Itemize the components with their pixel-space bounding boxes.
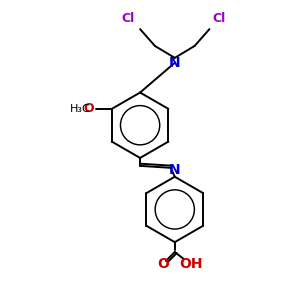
Text: O: O [83,102,94,116]
Text: OH: OH [179,257,202,271]
Text: N: N [169,56,181,70]
Text: N: N [169,163,181,177]
Text: H₃C: H₃C [70,104,91,114]
Text: Cl: Cl [122,12,135,25]
Text: O: O [157,257,169,271]
Text: Cl: Cl [213,12,226,25]
